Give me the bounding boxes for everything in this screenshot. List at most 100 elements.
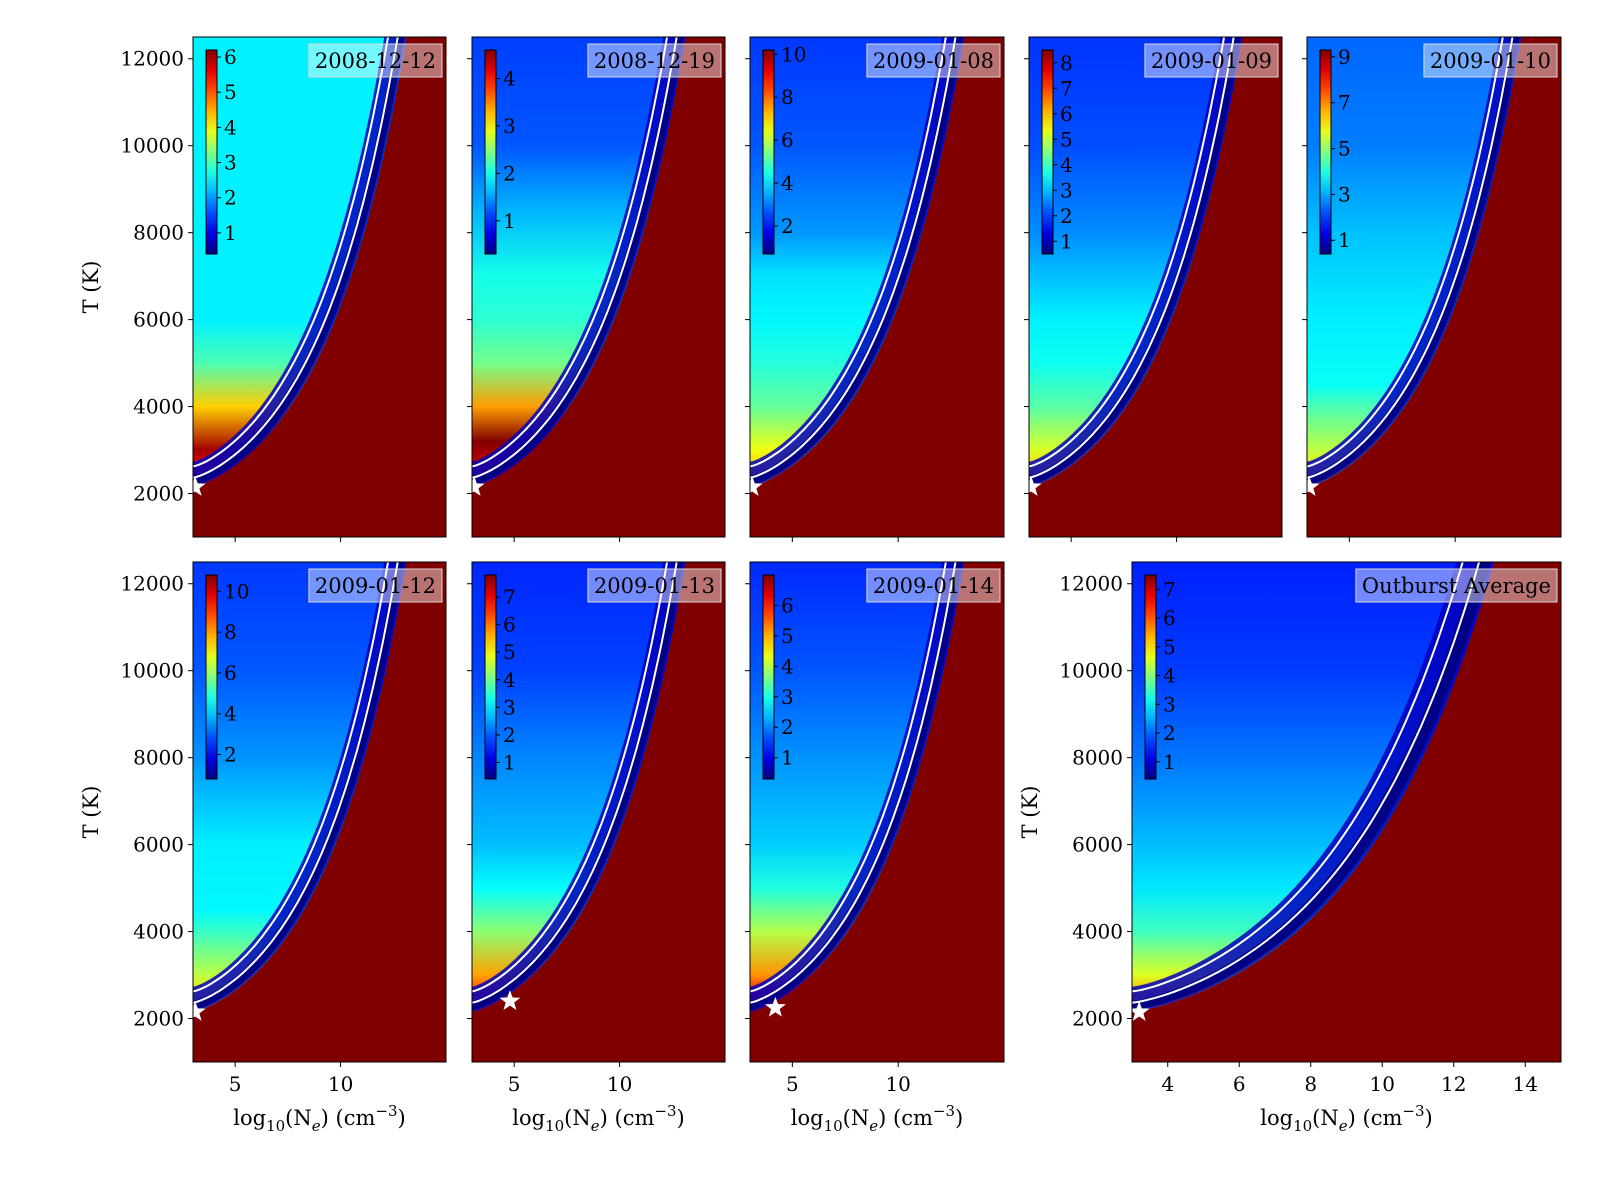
colorbar-scale <box>484 49 497 255</box>
heatmap <box>750 562 1004 1062</box>
x-axis-label-part: 10 <box>824 1117 843 1135</box>
y-tick-label: 2000 <box>133 482 184 506</box>
x-axis-label-part: −3 <box>1402 1102 1424 1120</box>
colorbar-tick-label: 4 <box>503 66 516 90</box>
colorbar-scale <box>762 49 775 255</box>
contour-lower <box>1029 37 1235 479</box>
colorbar-tick-label: 10 <box>224 579 249 603</box>
colorbar-tick-label: 5 <box>1060 127 1073 151</box>
y-tick-label: 12000 <box>1059 572 1123 596</box>
excluded-region <box>193 37 446 537</box>
x-axis-label-part: (N <box>1312 1106 1339 1130</box>
y-tick-label: 10000 <box>120 134 184 158</box>
colorbar-tick-label: 6 <box>503 613 516 637</box>
colorbar: 1 2 3 4 5 6 7 <box>1144 574 1176 780</box>
y-tick-label: 4000 <box>133 920 184 944</box>
colorbar-tick-label: 1 <box>503 209 516 233</box>
colorbar-tick-label: 8 <box>224 620 237 644</box>
x-axis-label-part: −3 <box>933 1102 955 1120</box>
panel-frame <box>749 36 1005 538</box>
colorbar-tick-label: 5 <box>781 624 794 648</box>
x-axis-label: log10(Ne) (cm−3) <box>512 1102 684 1135</box>
x-tick-label: 10 <box>885 1072 910 1096</box>
colorbar-tick-label: 7 <box>1060 76 1073 100</box>
excluded-region <box>750 562 1004 1062</box>
heatmap <box>1132 562 1561 1062</box>
panel-frame <box>192 36 447 538</box>
contour-upper <box>193 37 390 468</box>
contour-lower <box>1132 562 1481 1004</box>
colorbar-tick-label: 1 <box>503 750 516 774</box>
best-fit-star <box>499 990 521 1010</box>
colorbar-tick-label: 9 <box>1338 45 1351 69</box>
panel-title: 2008-12-12 <box>315 49 436 73</box>
best-fit-star <box>193 476 206 496</box>
y-tick-label: 4000 <box>1072 920 1123 944</box>
colorbar-tick-label: 7 <box>1338 91 1351 115</box>
panel-frame <box>1028 36 1283 538</box>
panel-frame <box>471 36 726 538</box>
panel-title: 2009-01-13 <box>594 574 715 598</box>
x-tick-label: 10 <box>328 1072 353 1096</box>
x-axis-label-part: (N <box>564 1106 591 1130</box>
panel-frame <box>1306 36 1562 538</box>
x-axis-label-part: 10 <box>1293 1117 1312 1135</box>
y-axis-label: T (K) <box>79 786 103 839</box>
y-tick-label: 6000 <box>133 833 184 857</box>
colorbar-scale <box>762 574 775 780</box>
x-axis-label: log10(Ne) (cm−3) <box>791 1102 963 1135</box>
x-axis-label-part: e <box>312 1117 321 1135</box>
low-chi-band <box>193 562 407 1012</box>
colorbar-tick-label: 8 <box>1060 51 1073 75</box>
colorbar-scale <box>205 49 218 255</box>
colorbar-tick-label: 1 <box>1163 750 1176 774</box>
x-axis-label-part: (N <box>843 1106 870 1130</box>
colorbar-tick-label: 3 <box>503 695 516 719</box>
y-axis-label: T (K) <box>79 261 103 314</box>
colorbar-tick-label: 3 <box>503 114 516 138</box>
colorbar: 1 3 5 7 9 <box>1319 45 1351 255</box>
colorbar: 1 2 3 4 <box>484 49 516 255</box>
best-fit-star <box>1029 476 1042 496</box>
x-axis-label-part: e <box>869 1117 878 1135</box>
panel-frame <box>471 561 726 1063</box>
colorbar-tick-label: 5 <box>1338 137 1351 161</box>
x-tick-label: 12 <box>1441 1072 1466 1096</box>
colorbar-scale <box>205 574 218 780</box>
x-axis-label-part: ) <box>677 1106 685 1130</box>
x-axis-label-part: log <box>791 1106 824 1130</box>
x-axis-label-part: ) (cm <box>321 1106 376 1130</box>
colorbar-tick-label: 7 <box>1163 577 1176 601</box>
colorbar-tick-label: 2 <box>503 723 516 747</box>
best-fit-star <box>1132 1001 1150 1021</box>
panel-title: 2009-01-12 <box>315 574 436 598</box>
contour-lower <box>750 562 957 1004</box>
x-tick-label: 10 <box>607 1072 632 1096</box>
contour-lower <box>193 37 399 479</box>
heatmap <box>193 37 446 537</box>
colorbar-tick-label: 8 <box>781 85 794 109</box>
colorbar-tick-label: 5 <box>224 80 237 104</box>
y-tick-label: 6000 <box>133 308 184 332</box>
panel-1: 2000 4000 6000 8000 10000 12000 T (K) 1 2 3 4 5 6 200… <box>79 36 447 542</box>
contour-upper <box>472 562 669 993</box>
contour-upper <box>1132 562 1464 993</box>
colorbar-tick-label: 1 <box>1338 228 1351 252</box>
best-fit-star <box>472 476 485 496</box>
colorbar-tick-label: 4 <box>1060 153 1073 177</box>
colorbar-tick-label: 2 <box>781 214 794 238</box>
x-axis-label-part: (N <box>285 1106 312 1130</box>
colorbar-scale <box>1144 574 1157 780</box>
x-axis-label-part: log <box>1260 1106 1293 1130</box>
panel-title-box: 2009-01-09 <box>1144 43 1279 78</box>
heatmap <box>1307 37 1561 537</box>
colorbar-tick-label: 4 <box>781 654 794 678</box>
colorbar-tick-label: 1 <box>1060 229 1073 253</box>
colorbar-tick-label: 3 <box>1163 692 1176 716</box>
low-chi-band <box>1132 562 1494 1012</box>
heatmap <box>750 37 1004 537</box>
